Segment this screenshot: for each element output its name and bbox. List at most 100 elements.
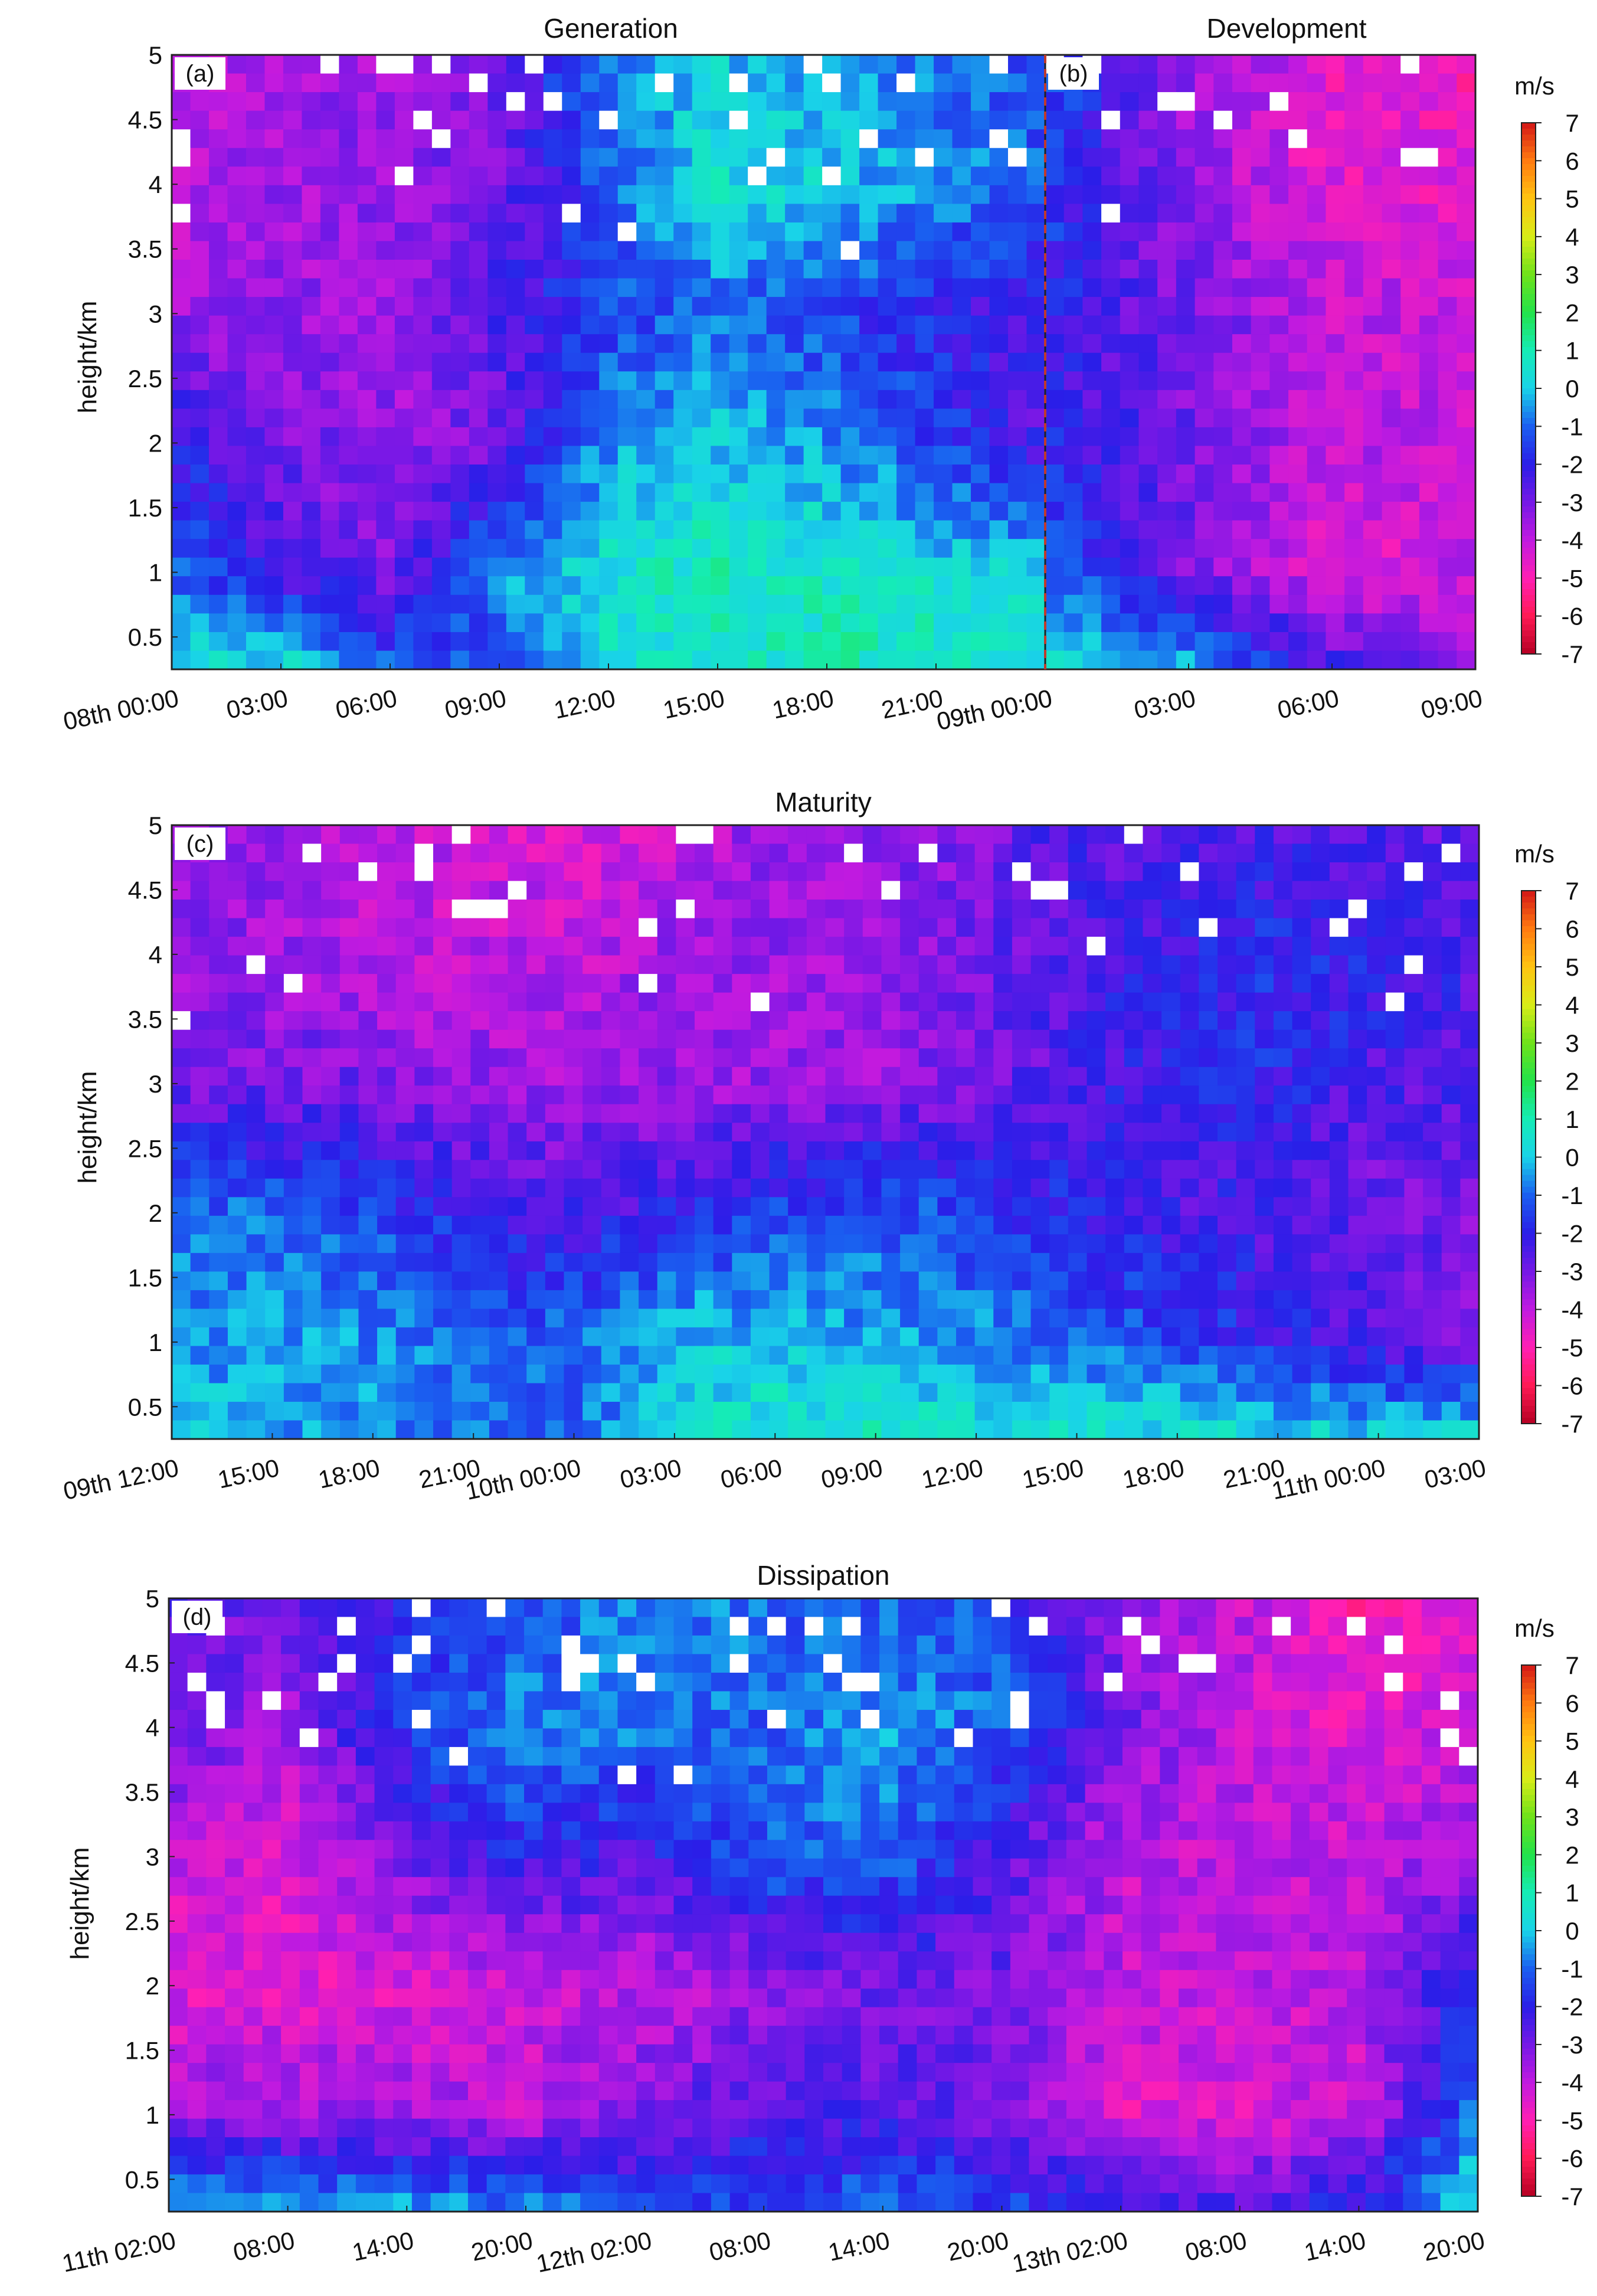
heatmap-cell: [264, 539, 284, 558]
heatmap-cell: [1087, 1178, 1106, 1198]
heatmap-cell: [657, 843, 676, 863]
heatmap-cell: [750, 1420, 770, 1440]
heatmap-cell: [954, 1598, 974, 1618]
heatmap-cell: [1087, 1160, 1106, 1179]
heatmap-cell: [1382, 315, 1401, 335]
heatmap-cell: [545, 1104, 565, 1123]
heatmap-cell: [748, 73, 767, 93]
heatmap-cell: [1012, 900, 1032, 919]
heatmap-cell: [283, 1011, 303, 1031]
heatmap-cell: [657, 1048, 676, 1068]
heatmap-cell: [1457, 557, 1476, 577]
heatmap-cell: [748, 483, 767, 502]
heatmap-cell: [358, 937, 378, 956]
heatmap-cell: [580, 185, 600, 204]
heatmap-cell: [227, 1067, 247, 1086]
heatmap-cell: [1326, 148, 1345, 167]
heatmap-cell: [358, 1011, 378, 1031]
heatmap-cell: [825, 1364, 845, 1384]
heatmap-cell: [227, 881, 247, 900]
heatmap-cell: [469, 557, 488, 577]
heatmap-cell: [934, 427, 953, 447]
heatmap-cell: [711, 222, 730, 242]
heatmap-cell: [264, 576, 284, 596]
heatmap-cell: [1363, 297, 1383, 316]
heatmap-cell: [750, 1197, 770, 1216]
heatmap-cell: [172, 110, 191, 130]
heatmap-cell: [1255, 1290, 1274, 1309]
heatmap-cell: [1329, 1197, 1349, 1216]
heatmap-cell: [881, 1252, 901, 1272]
heatmap-cell: [172, 1420, 191, 1440]
heatmap-cell: [1195, 352, 1214, 372]
heatmap-cell: [486, 1654, 506, 1673]
heatmap-cell: [1124, 918, 1144, 937]
heatmap-cell: [1385, 881, 1405, 900]
heatmap-cell: [1087, 1420, 1106, 1440]
heatmap-cell: [545, 1346, 565, 1365]
heatmap-cell: [1348, 1197, 1367, 1216]
heatmap-cell: [1157, 465, 1177, 484]
heatmap-cell: [339, 315, 358, 335]
heatmap-cell: [302, 918, 322, 937]
heatmap-cell: [543, 73, 562, 93]
heatmap-cell: [620, 862, 639, 882]
heatmap-cell: [692, 576, 711, 596]
heatmap-cell: [934, 632, 953, 652]
heatmap-cell: [1382, 632, 1401, 652]
heatmap-cell: [357, 278, 377, 297]
heatmap-cell: [1457, 632, 1476, 652]
heatmap-cell: [264, 204, 284, 223]
heatmap-cell: [993, 1085, 1013, 1105]
heatmap-cell: [900, 1346, 919, 1365]
heatmap-cell: [620, 1309, 639, 1328]
heatmap-cell: [1213, 166, 1233, 186]
heatmap-cell: [974, 1420, 994, 1440]
heatmap-cell: [543, 594, 562, 614]
heatmap-cell: [1213, 315, 1233, 335]
heatmap-cell: [934, 446, 953, 465]
heatmap-cell: [394, 148, 414, 167]
heatmap-cell: [1161, 1141, 1181, 1160]
heatmap-cell: [265, 1011, 284, 1031]
heatmap-cell: [1344, 278, 1364, 297]
heatmap-cell: [562, 92, 581, 112]
heatmap-cell: [1255, 1309, 1274, 1328]
heatmap-cell: [695, 1290, 714, 1309]
heatmap-cell: [209, 881, 228, 900]
heatmap-cell: [1438, 557, 1457, 577]
heatmap-cell: [1292, 1178, 1311, 1198]
heatmap-cell: [971, 502, 990, 521]
heatmap-cell: [900, 1420, 919, 1440]
heatmap-cell: [1344, 465, 1364, 484]
heatmap-cell: [636, 502, 656, 521]
heatmap-cell: [842, 1635, 861, 1655]
heatmap-cell: [302, 390, 321, 409]
heatmap-cell: [302, 1364, 322, 1384]
heatmap-cell: [470, 992, 490, 1012]
heatmap-cell: [543, 222, 562, 242]
heatmap-cell: [1008, 408, 1027, 428]
heatmap-cell: [339, 222, 358, 242]
heatmap-cell: [1008, 557, 1027, 577]
heatmap-cell: [339, 918, 359, 937]
heatmap-cell: [934, 408, 953, 428]
heatmap-cell: [1423, 1364, 1442, 1384]
plot-frame: [171, 824, 1480, 1440]
heatmap-cell: [825, 1029, 845, 1049]
heatmap-cell: [989, 594, 1009, 614]
heatmap-cell: [1344, 427, 1364, 447]
heatmap-cell: [564, 992, 583, 1012]
heatmap-cell: [896, 427, 916, 447]
heatmap-cell: [543, 297, 562, 316]
heatmap-cell: [1101, 222, 1121, 242]
heatmap-cell: [1213, 185, 1233, 204]
heatmap-cell: [172, 185, 191, 204]
heatmap-cell: [769, 1067, 788, 1086]
heatmap-cell: [1199, 1123, 1218, 1142]
heatmap-cell: [915, 539, 934, 558]
heatmap-cell: [508, 1420, 527, 1440]
heatmap-cell: [1255, 1178, 1274, 1198]
heatmap-cell: [937, 1215, 957, 1235]
heatmap-cell: [377, 1309, 397, 1328]
